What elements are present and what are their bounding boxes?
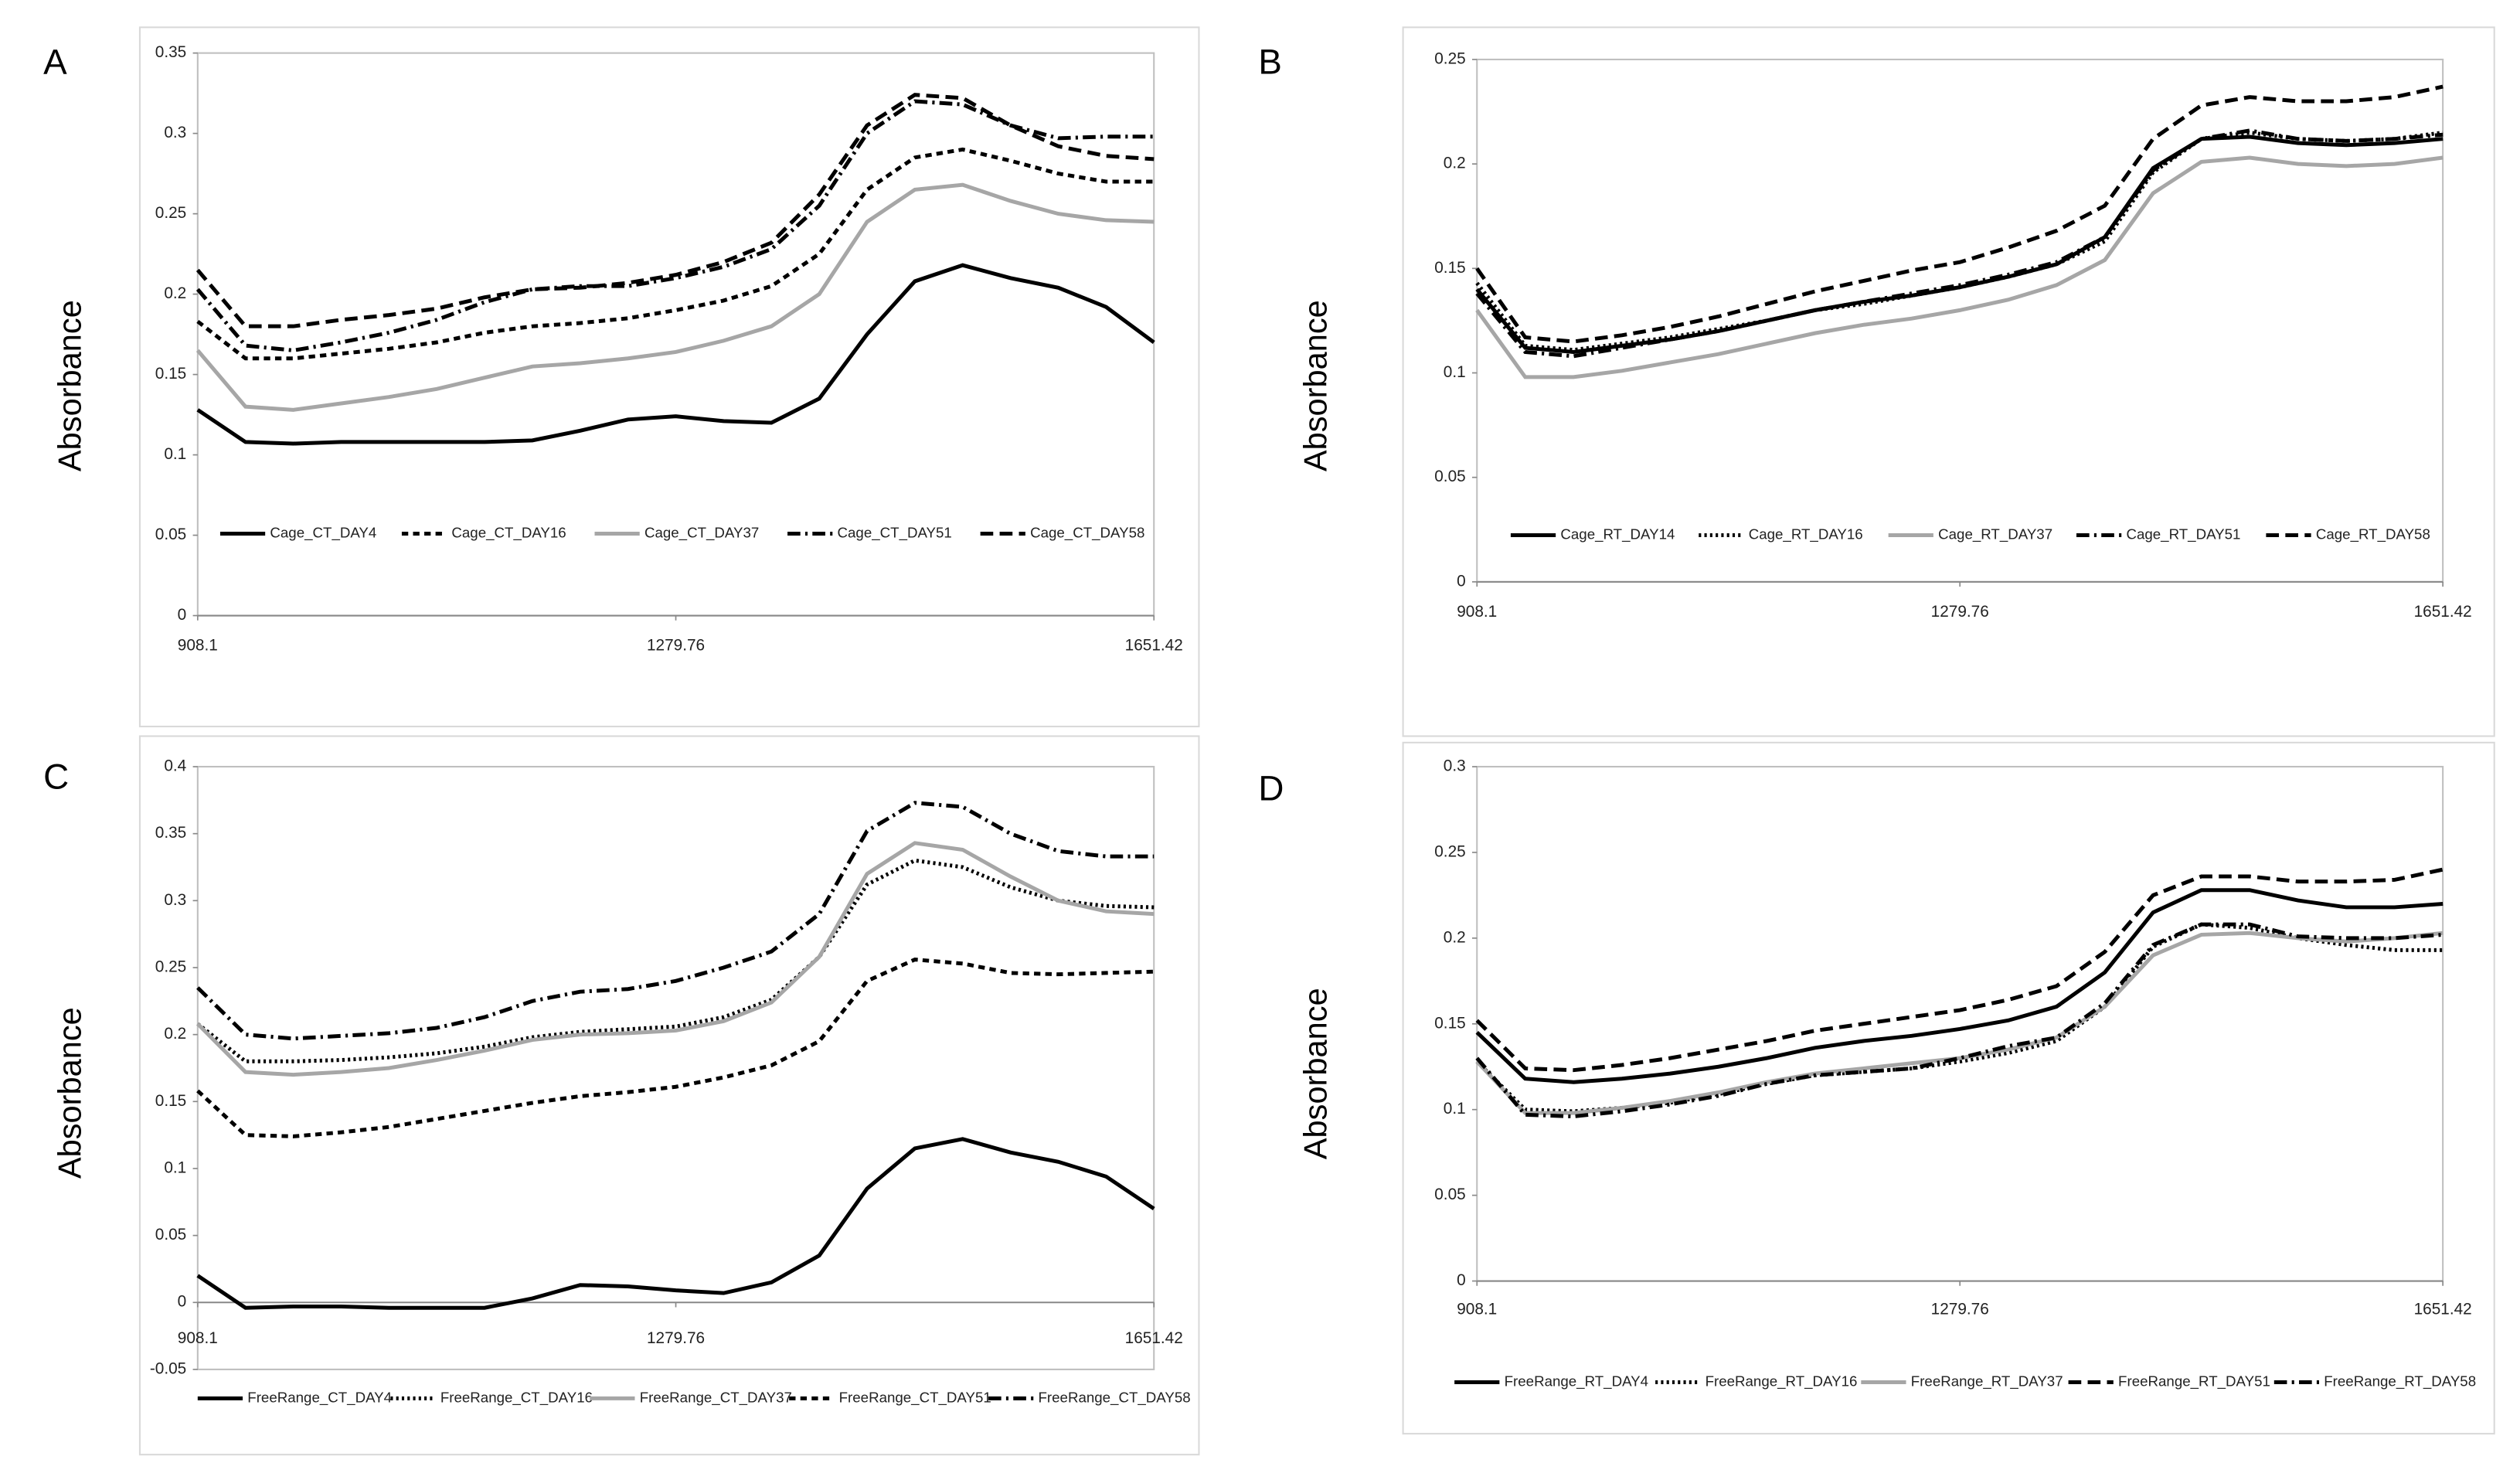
- legend-label: Cage_CT_DAY51: [838, 524, 952, 541]
- x-tick-label: 1651.42: [1125, 1329, 1183, 1347]
- legend-label: Cage_RT_DAY16: [1749, 526, 1863, 543]
- y-tick-label: 0.25: [155, 204, 186, 222]
- series-line: [196, 147, 1155, 361]
- y-tick-label: 0.3: [164, 891, 186, 909]
- y-tick-label: 0.15: [155, 1092, 186, 1110]
- legend-label: FreeRange_CT_DAY58: [1038, 1389, 1190, 1406]
- panel: D Absorbance 0 0.05 0.1 0.15 0.2 0.25 0.3 908.1 12…: [1258, 741, 2495, 1435]
- y-tick-label: 0.15: [1434, 259, 1465, 277]
- legend-label: FreeRange_RT_DAY37: [1911, 1373, 2063, 1390]
- panel-frame: [1402, 741, 2495, 1435]
- y-tick-label: 0.05: [155, 526, 186, 543]
- y-tick-label: 0.15: [1434, 1014, 1465, 1032]
- panel: A Absorbance 0 0.05 0.1 0.15 0.2 0.25 0.3 0.35 908…: [43, 26, 1200, 728]
- series-line: [196, 841, 1155, 1077]
- y-tick-label: 0: [1457, 572, 1466, 590]
- x-tick-label: 1279.76: [1931, 1300, 1989, 1318]
- legend-label: FreeRange_RT_DAY58: [2324, 1373, 2476, 1390]
- legend-label: Cage_RT_DAY37: [1938, 526, 2052, 543]
- legend-label: Cage_CT_DAY58: [1030, 524, 1144, 541]
- series-line: [1475, 128, 2443, 359]
- x-tick-label: 1651.42: [2414, 603, 2472, 621]
- legend-label: FreeRange_RT_DAY4: [1505, 1373, 1648, 1390]
- panel-frame: [138, 26, 1200, 728]
- legend-label: Cage_CT_DAY37: [644, 524, 759, 541]
- y-tick-label: 0: [178, 606, 187, 624]
- y-tick-label: 0.1: [164, 1158, 186, 1176]
- series-line: [196, 801, 1155, 1041]
- y-axis-label: Absorbance: [52, 1007, 88, 1179]
- y-tick-label: 0.35: [155, 43, 186, 61]
- y-axis-label: Absorbance: [1297, 300, 1333, 471]
- series-line: [1475, 155, 2443, 379]
- y-tick-label: 0.25: [1434, 49, 1465, 67]
- x-tick-label: 908.1: [1457, 1300, 1497, 1318]
- y-tick-label: 0.3: [1444, 757, 1466, 775]
- legend-label: FreeRange_RT_DAY16: [1706, 1373, 1858, 1390]
- y-tick-label: 0.05: [1434, 1186, 1465, 1203]
- y-tick-label: 0: [178, 1293, 187, 1311]
- series-line: [196, 958, 1155, 1138]
- y-tick-label: 0.05: [155, 1226, 186, 1244]
- panel-letter: D: [1258, 768, 1284, 808]
- y-tick-label: 0.1: [164, 445, 186, 463]
- x-tick-label: 1279.76: [647, 637, 705, 655]
- y-tick-label: -0.05: [150, 1359, 186, 1377]
- panel-letter: C: [43, 757, 69, 797]
- series-line: [196, 1137, 1155, 1310]
- panel-frame: [138, 735, 1200, 1456]
- y-tick-label: 0.2: [164, 284, 186, 302]
- series-line: [1475, 867, 2443, 1073]
- legend-label: FreeRange_RT_DAY51: [2118, 1373, 2270, 1390]
- panel: C Absorbance -0.05 0 0.05 0.1 0.15 0.2 0.25 0.3 0.…: [43, 735, 1200, 1456]
- series-line: [1475, 931, 2443, 1115]
- y-tick-label: 0.1: [1444, 1100, 1466, 1118]
- series-line: [1475, 131, 2443, 352]
- legend-label: Cage_RT_DAY51: [2126, 526, 2240, 543]
- panel-frame: [1402, 26, 2495, 737]
- legend-label: Cage_CT_DAY16: [451, 524, 566, 541]
- y-tick-label: 0.3: [164, 124, 186, 141]
- y-tick-label: 0.2: [164, 1025, 186, 1043]
- y-tick-label: 0.1: [1444, 363, 1466, 381]
- y-axis-label: Absorbance: [52, 300, 88, 471]
- y-tick-label: 0.05: [1434, 468, 1465, 485]
- panel: B Absorbance 0 0.05 0.1 0.15 0.2 0.25 908.1 1279.…: [1258, 26, 2495, 737]
- x-tick-label: 908.1: [1457, 603, 1497, 621]
- x-tick-label: 1279.76: [647, 1329, 705, 1347]
- x-tick-label: 908.1: [178, 637, 218, 655]
- panel-letter: A: [43, 42, 67, 81]
- legend-label: FreeRange_CT_DAY51: [839, 1389, 991, 1406]
- panel-letter: B: [1258, 42, 1282, 81]
- plot-frame: [196, 765, 1155, 1370]
- y-axis-label: Absorbance: [1297, 988, 1333, 1159]
- y-tick-label: 0: [1457, 1271, 1466, 1289]
- legend-label: Cage_RT_DAY14: [1560, 526, 1675, 543]
- y-tick-label: 0.15: [155, 365, 186, 383]
- y-tick-label: 0.25: [155, 958, 186, 975]
- y-tick-label: 0.2: [1444, 928, 1466, 946]
- y-tick-label: 0.25: [1434, 842, 1465, 860]
- y-tick-label: 0.4: [164, 757, 186, 775]
- series-line: [196, 182, 1155, 412]
- legend-label: FreeRange_CT_DAY37: [640, 1389, 792, 1406]
- x-tick-label: 1279.76: [1931, 603, 1989, 621]
- legend-label: Cage_CT_DAY4: [270, 524, 376, 541]
- x-tick-label: 908.1: [178, 1329, 218, 1347]
- y-tick-label: 0.35: [155, 824, 186, 842]
- legend-label: FreeRange_CT_DAY16: [440, 1389, 593, 1406]
- series-line: [1475, 922, 2443, 1119]
- series-line: [1475, 84, 2443, 344]
- series-line: [196, 99, 1155, 352]
- y-tick-label: 0.2: [1444, 155, 1466, 172]
- series-line: [196, 93, 1155, 328]
- x-tick-label: 1651.42: [1125, 637, 1183, 655]
- legend-label: Cage_RT_DAY58: [2316, 526, 2430, 543]
- x-tick-label: 1651.42: [2414, 1300, 2472, 1318]
- series-line: [1475, 888, 2443, 1084]
- legend-label: FreeRange_CT_DAY4: [247, 1389, 392, 1406]
- series-line: [196, 263, 1155, 446]
